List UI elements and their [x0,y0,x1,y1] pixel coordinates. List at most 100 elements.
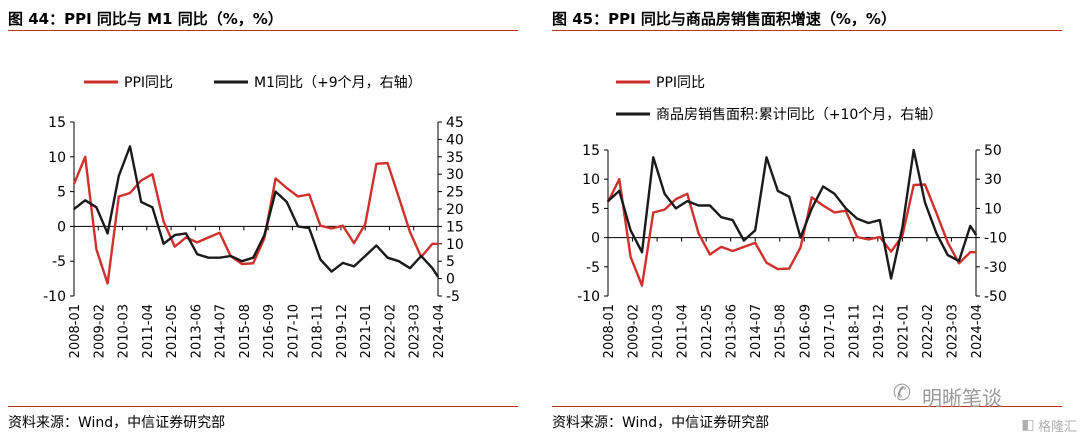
ppi-point [162,220,165,223]
secondary-point [330,270,333,273]
ppi-point [285,187,288,190]
secondary-point [319,258,322,261]
secondary-point [969,225,972,227]
secondary-point [924,201,926,204]
right-tick-label: 10 [984,201,1002,217]
secondary-point [409,267,411,270]
ppi-point [618,178,621,181]
secondary-point [697,204,700,207]
right-tick-label: -30 [984,260,1007,276]
ppi-point [151,173,154,176]
secondary-point [431,267,434,270]
x-tick-label: 2010-03 [117,304,132,358]
secondary-point [856,217,858,220]
ppi-point [788,267,791,270]
secondary-point [946,254,949,256]
ppi-point [84,155,87,158]
panel-ppi-m1: 图 44：PPI 同比与 M1 同比（%，%） -10 -5 0 5 10 15 -5 0 5 1… [8,0,520,444]
secondary-point [754,229,757,232]
watermark-brand: 格隆汇 [1038,420,1078,435]
ppi-point [731,250,734,252]
legend-label: PPI同比 [656,75,705,91]
secondary-point [229,255,232,257]
x-tick-label: 2017-10 [286,304,301,358]
secondary-point [364,255,367,257]
secondary-point [185,232,187,235]
ppi-point [241,263,243,265]
secondary-point [975,233,977,236]
x-tick-label: 2024-04 [970,304,985,358]
secondary-point [95,206,98,209]
x-tick-label: 2016-09 [798,304,813,358]
ppi-point [274,177,277,180]
left-tick-label: 10 [48,150,66,166]
secondary-point [397,260,400,263]
right-tick-label: 50 [984,143,1002,159]
secondary-point [709,204,711,207]
right-tick-label: -10 [984,231,1007,247]
secondary-series-line [607,148,978,280]
x-tick-label: 2014-07 [749,304,764,358]
x-tick-label: 2008-01 [68,304,83,358]
left-tick-label: -5 [586,260,600,276]
x-tick-label: 2021-01 [896,304,911,358]
secondary-point [641,251,643,254]
secondary-point [140,201,143,203]
left-tick-label: 15 [48,115,66,131]
x-tick-label: 2011-04 [676,304,691,358]
ppi-point [409,231,411,233]
secondary-point [353,265,355,268]
secondary-point [912,149,915,151]
ppi-point [709,253,711,256]
left-tick-label: 10 [582,172,600,188]
secondary-point [833,192,836,195]
x-tick-label: 2019-12 [872,304,887,358]
secondary-point [652,156,655,159]
x-tick-label: 2019-12 [335,304,350,358]
ppi-point [765,261,768,264]
ppi-point [431,242,434,245]
ppi-point [297,195,299,198]
secondary-series-line [73,145,440,278]
secondary-point [720,216,723,219]
gelonghui-icon: ◧ [1021,417,1035,433]
x-tick-label: 2021-01 [359,304,374,358]
legend-label: PPI同比 [124,75,173,91]
right-tick-label: 25 [446,185,464,201]
secondary-point [743,239,745,242]
ppi-point [218,231,221,234]
ppi-point [975,251,977,254]
x-tick-label: 2012-05 [700,304,715,358]
watermark: ✆ 明晰笔谈 ◧ 格隆汇 [888,380,1078,440]
secondary-point [776,190,779,192]
ppi-point [912,184,915,186]
secondary-point [162,242,165,245]
secondary-point [420,255,423,257]
ppi-point [810,196,813,199]
secondary-point [867,222,870,224]
secondary-point [285,201,288,203]
x-tick-label: 2022-02 [383,304,398,358]
secondary-point [241,260,243,263]
ppi-point [935,212,938,215]
ppi-point [106,282,109,285]
x-tick-label: 2008-01 [602,304,617,358]
ppi-point [878,236,881,238]
secondary-point [437,276,439,278]
ppi-series-line [606,177,976,287]
ppi-point [330,227,333,230]
right-tick-label: 15 [446,219,464,235]
x-tick-label: 2010-03 [651,304,666,358]
x-tick-label: 2013-06 [189,304,204,358]
ppi-point [901,234,904,237]
ppi-point [196,241,199,244]
x-tick-label: 2023-03 [408,304,423,358]
secondary-point [788,195,791,198]
secondary-point [901,226,904,229]
secondary-point [297,225,299,228]
x-tick-label: 2023-03 [945,304,960,358]
ppi-point [890,250,892,253]
secondary-point [958,260,960,262]
left-tick-label: 0 [591,231,600,247]
